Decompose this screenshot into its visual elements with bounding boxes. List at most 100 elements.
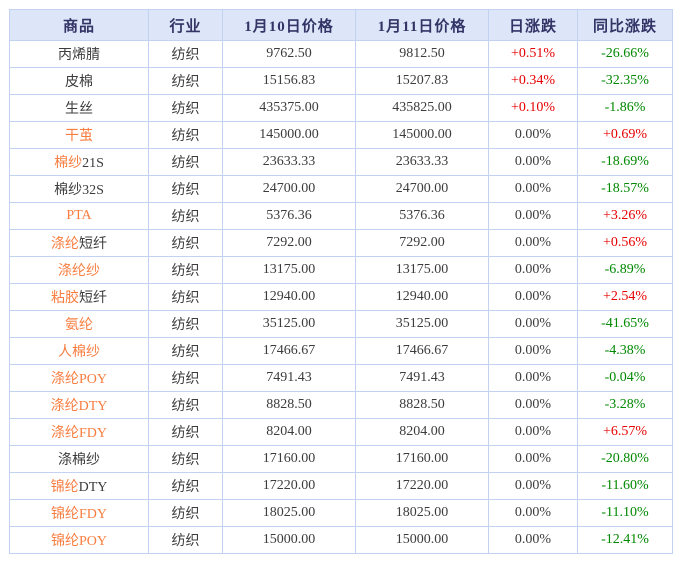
commodity-link[interactable]: 粘胶短纤	[9, 283, 149, 311]
price-jan10-cell: 145000.00	[222, 121, 356, 149]
industry-cell: 纺织	[148, 148, 223, 176]
yoy-change-cell: -11.10%	[577, 499, 673, 527]
price-jan10-cell: 8204.00	[222, 418, 356, 446]
commodity-link[interactable]: 锦纶DTY	[9, 472, 149, 500]
commodity-link[interactable]: 涤纶FDY	[9, 418, 149, 446]
table-row: 涤纶DTY 纺织 8828.50 8828.50 0.00% -3.28%	[9, 391, 673, 419]
industry-cell: 纺织	[148, 310, 223, 338]
price-jan11-cell: 17160.00	[355, 445, 489, 473]
commodity-name-part: 涤纶DTY	[50, 399, 108, 414]
price-jan10-cell: 24700.00	[222, 175, 356, 203]
commodity-link[interactable]: PTA	[9, 202, 149, 230]
price-jan10-cell: 5376.36	[222, 202, 356, 230]
day-change-cell: 0.00%	[488, 256, 578, 284]
day-change-cell: 0.00%	[488, 391, 578, 419]
yoy-change-cell: -12.41%	[577, 526, 673, 554]
table-header: 商品 行业 1月10日价格 1月11日价格 日涨跌 同比涨跌	[9, 9, 673, 41]
commodity-link[interactable]: 锦纶FDY	[9, 499, 149, 527]
table-row: 锦纶POY 纺织 15000.00 15000.00 0.00% -12.41%	[9, 526, 673, 554]
yoy-change-cell: -20.80%	[577, 445, 673, 473]
table-row: 涤纶短纤 纺织 7292.00 7292.00 0.00% +0.56%	[9, 229, 673, 257]
commodity-name-part: 锦纶FDY	[50, 507, 107, 522]
column-header-day_change: 日涨跌	[488, 9, 578, 41]
table-row: 丙烯腈 纺织 9762.50 9812.50 +0.51% -26.66%	[9, 40, 673, 68]
day-change-cell: 0.00%	[488, 310, 578, 338]
commodity-name-part: 短纤	[79, 237, 107, 252]
industry-cell: 纺织	[148, 94, 223, 122]
commodity-name-part: 涤纶	[51, 237, 79, 252]
commodity-link[interactable]: 人棉纱	[9, 337, 149, 365]
price-jan11-cell: 145000.00	[355, 121, 489, 149]
industry-cell: 纺织	[148, 472, 223, 500]
commodity-name-part: 涤棉纱	[58, 453, 100, 468]
commodity-link[interactable]: 涤纶短纤	[9, 229, 149, 257]
price-jan11-cell: 7292.00	[355, 229, 489, 257]
price-jan11-cell: 5376.36	[355, 202, 489, 230]
day-change-cell: 0.00%	[488, 472, 578, 500]
day-change-cell: +0.34%	[488, 67, 578, 95]
price-jan11-cell: 7491.43	[355, 364, 489, 392]
commodity-link[interactable]: 涤纶纱	[9, 256, 149, 284]
yoy-change-cell: -32.35%	[577, 67, 673, 95]
price-jan11-cell: 17220.00	[355, 472, 489, 500]
price-jan11-cell: 9812.50	[355, 40, 489, 68]
yoy-change-cell: -18.69%	[577, 148, 673, 176]
commodity-link[interactable]: 生丝	[9, 94, 149, 122]
price-jan11-cell: 18025.00	[355, 499, 489, 527]
commodity-name-part: 生丝	[65, 102, 93, 117]
commodity-link[interactable]: 丙烯腈	[9, 40, 149, 68]
commodity-link[interactable]: 棉纱32S	[9, 175, 149, 203]
commodity-name-part: 涤纶POY	[50, 372, 107, 387]
commodity-name-part: 涤纶纱	[58, 264, 100, 279]
price-jan11-cell: 15000.00	[355, 526, 489, 554]
yoy-change-cell: -18.57%	[577, 175, 673, 203]
table-row: 棉纱21S 纺织 23633.33 23633.33 0.00% -18.69%	[9, 148, 673, 176]
commodity-link[interactable]: 皮棉	[9, 67, 149, 95]
table-row: 氨纶 纺织 35125.00 35125.00 0.00% -41.65%	[9, 310, 673, 338]
day-change-cell: 0.00%	[488, 202, 578, 230]
day-change-cell: 0.00%	[488, 364, 578, 392]
price-jan11-cell: 12940.00	[355, 283, 489, 311]
commodity-price-table: 商品 行业 1月10日价格 1月11日价格 日涨跌 同比涨跌 丙烯腈 纺织 9762.50 98…	[9, 9, 673, 554]
commodity-link[interactable]: 氨纶	[9, 310, 149, 338]
commodity-name-part: 干茧	[65, 129, 93, 144]
column-header-price2: 1月11日价格	[355, 9, 489, 41]
commodity-name-part: 涤纶FDY	[50, 426, 107, 441]
price-jan11-cell: 8828.50	[355, 391, 489, 419]
price-jan10-cell: 17160.00	[222, 445, 356, 473]
table-row: 棉纱32S 纺织 24700.00 24700.00 0.00% -18.57%	[9, 175, 673, 203]
column-header-yoy_change: 同比涨跌	[577, 9, 673, 41]
table-body: 丙烯腈 纺织 9762.50 9812.50 +0.51% -26.66% 皮棉 纺织 1515…	[9, 40, 673, 554]
day-change-cell: 0.00%	[488, 337, 578, 365]
price-jan10-cell: 9762.50	[222, 40, 356, 68]
table-row: 人棉纱 纺织 17466.67 17466.67 0.00% -4.38%	[9, 337, 673, 365]
day-change-cell: +0.10%	[488, 94, 578, 122]
yoy-change-cell: -0.04%	[577, 364, 673, 392]
commodity-link[interactable]: 涤纶POY	[9, 364, 149, 392]
price-jan10-cell: 15000.00	[222, 526, 356, 554]
table-row: 涤纶FDY 纺织 8204.00 8204.00 0.00% +6.57%	[9, 418, 673, 446]
price-jan10-cell: 7292.00	[222, 229, 356, 257]
commodity-link[interactable]: 干茧	[9, 121, 149, 149]
commodity-link[interactable]: 棉纱21S	[9, 148, 149, 176]
price-jan11-cell: 13175.00	[355, 256, 489, 284]
commodity-link[interactable]: 涤棉纱	[9, 445, 149, 473]
table-row: 生丝 纺织 435375.00 435825.00 +0.10% -1.86%	[9, 94, 673, 122]
price-jan10-cell: 7491.43	[222, 364, 356, 392]
commodity-link[interactable]: 锦纶POY	[9, 526, 149, 554]
commodity-name-part: 氨纶	[65, 318, 93, 333]
yoy-change-cell: -3.28%	[577, 391, 673, 419]
day-change-cell: 0.00%	[488, 499, 578, 527]
industry-cell: 纺织	[148, 67, 223, 95]
column-header-name: 商品	[9, 9, 149, 41]
price-jan11-cell: 8204.00	[355, 418, 489, 446]
day-change-cell: 0.00%	[488, 175, 578, 203]
day-change-cell: 0.00%	[488, 229, 578, 257]
table-row: 干茧 纺织 145000.00 145000.00 0.00% +0.69%	[9, 121, 673, 149]
price-jan10-cell: 435375.00	[222, 94, 356, 122]
commodity-link[interactable]: 涤纶DTY	[9, 391, 149, 419]
commodity-name-part: 锦纶	[50, 480, 79, 495]
commodity-name-part: 短纤	[79, 291, 107, 306]
industry-cell: 纺织	[148, 445, 223, 473]
price-jan10-cell: 12940.00	[222, 283, 356, 311]
